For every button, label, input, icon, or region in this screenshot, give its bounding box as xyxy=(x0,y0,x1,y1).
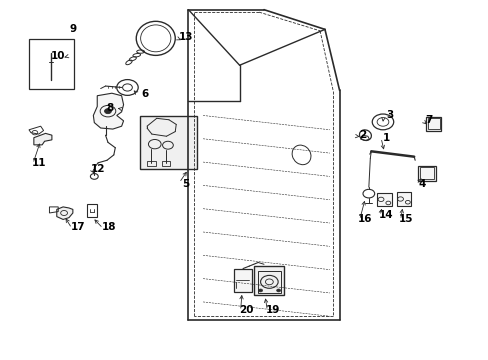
Circle shape xyxy=(258,289,262,292)
Text: 8: 8 xyxy=(106,103,114,113)
Polygon shape xyxy=(93,93,123,129)
Text: 19: 19 xyxy=(265,305,280,315)
Bar xyxy=(233,269,252,292)
Text: 15: 15 xyxy=(398,215,413,224)
Circle shape xyxy=(104,109,111,114)
Circle shape xyxy=(61,211,67,216)
Bar xyxy=(147,161,156,166)
Text: 18: 18 xyxy=(102,222,116,232)
Text: 10: 10 xyxy=(51,51,65,61)
Circle shape xyxy=(276,289,280,292)
Text: 16: 16 xyxy=(357,215,372,224)
Text: 7: 7 xyxy=(424,115,431,125)
Bar xyxy=(427,118,439,129)
Text: 5: 5 xyxy=(182,179,189,189)
Text: 1: 1 xyxy=(383,133,390,143)
Polygon shape xyxy=(34,134,52,145)
Text: 14: 14 xyxy=(378,210,392,220)
Bar xyxy=(140,116,197,169)
Polygon shape xyxy=(57,207,73,220)
Text: 13: 13 xyxy=(179,32,193,41)
Text: 6: 6 xyxy=(141,89,148,99)
Bar xyxy=(419,167,433,179)
Bar xyxy=(257,271,281,293)
Bar xyxy=(425,117,441,131)
Text: 9: 9 xyxy=(69,24,76,35)
Text: 4: 4 xyxy=(418,179,426,189)
Text: 17: 17 xyxy=(70,222,85,232)
Bar xyxy=(254,266,284,296)
Text: 3: 3 xyxy=(386,111,393,121)
Text: 2: 2 xyxy=(358,130,366,140)
Bar xyxy=(396,192,410,206)
Bar xyxy=(376,193,391,206)
Text: 11: 11 xyxy=(31,158,46,168)
Text: 20: 20 xyxy=(238,305,253,315)
Bar xyxy=(417,166,435,181)
Bar xyxy=(87,204,97,217)
Bar xyxy=(161,161,170,166)
Text: 12: 12 xyxy=(91,164,105,174)
Bar xyxy=(29,39,74,89)
